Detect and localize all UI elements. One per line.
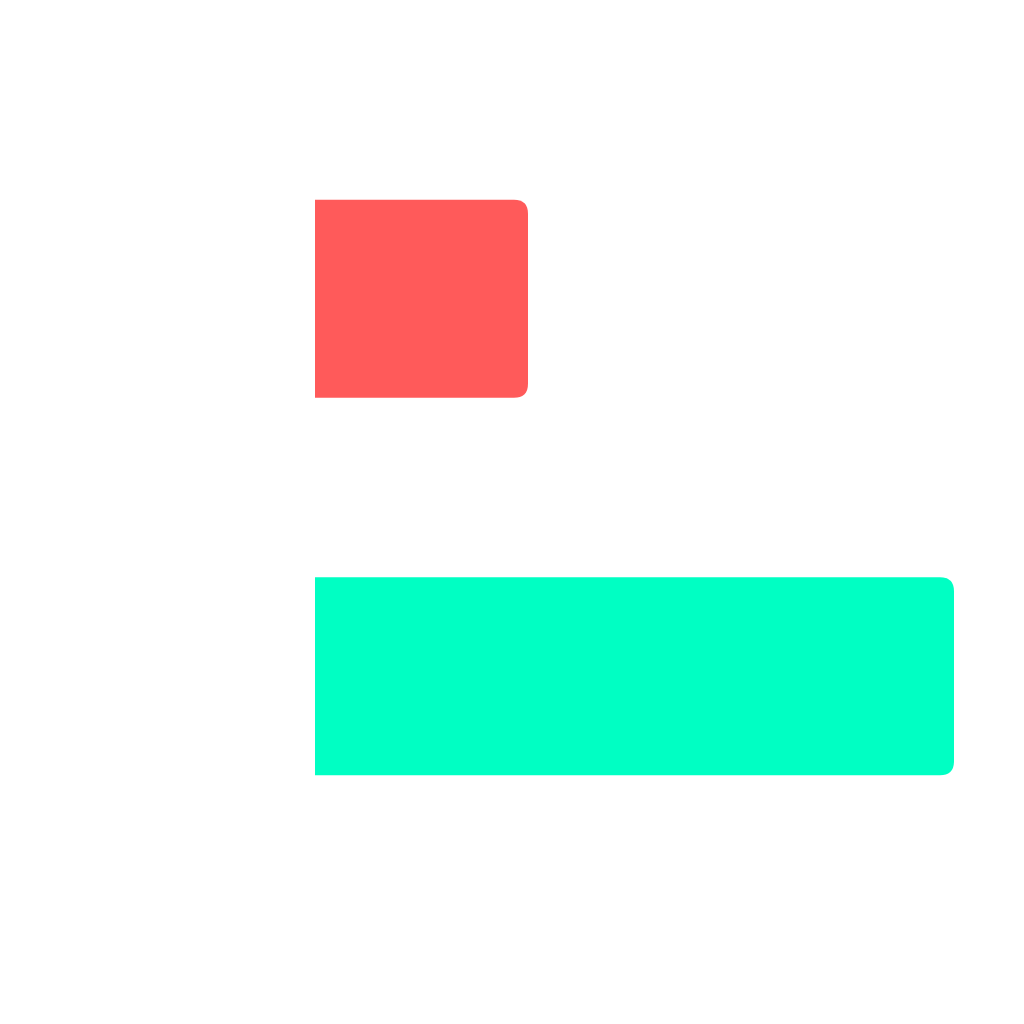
bar-2 bbox=[315, 577, 954, 776]
bars-group bbox=[315, 199, 954, 776]
bar-1 bbox=[315, 199, 528, 398]
